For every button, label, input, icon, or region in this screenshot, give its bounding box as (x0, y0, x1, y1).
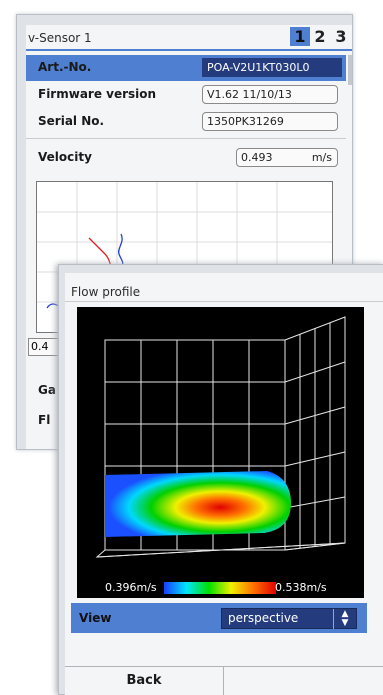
serial-value: 1350PK31269 (202, 112, 338, 131)
firmware-label: Firmware version (38, 87, 157, 101)
velocity-label: Velocity (38, 150, 92, 164)
empty-softkey-button[interactable] (224, 667, 383, 695)
trend-line-blue-low (46, 303, 60, 309)
floor-grid (95, 542, 346, 558)
view-row[interactable]: View perspective ▲ ▼ (71, 603, 367, 633)
flow-profile-title: Flow profile (71, 285, 141, 299)
sensor-window-titlebar: v-Sensor 1 1 2 3 (26, 25, 352, 49)
velocity-heat-surface (105, 471, 291, 537)
divider (26, 138, 346, 139)
view-select[interactable]: perspective ▲ ▼ (221, 608, 357, 629)
art-no-label: Art.-No. (38, 60, 92, 74)
title-separator (26, 49, 352, 51)
colorbar (164, 582, 276, 594)
select-updown-icon[interactable]: ▲ ▼ (333, 609, 356, 629)
flow-profile-3d-plot[interactable]: 0.396m/s 0.538m/s (77, 307, 364, 598)
velocity-unit: m/s (311, 151, 332, 164)
side-wall-grid (284, 316, 346, 551)
back-button[interactable]: Back (65, 667, 224, 695)
firmware-row: Firmware version V1.62 11/10/13 (26, 82, 346, 108)
velocity-value: 0.493 (241, 151, 273, 164)
velocity-row: Velocity 0.493 m/s (26, 145, 346, 171)
serial-label: Serial No. (38, 114, 105, 128)
button-bar: Back (65, 666, 383, 695)
flow-profile-svg (95, 316, 346, 558)
partial-label-fl: Fl (38, 413, 51, 427)
colorbar-min-label: 0.396m/s (105, 581, 157, 594)
firmware-value: V1.62 11/10/13 (202, 85, 338, 104)
colorbar-max-label: 0.538m/s (275, 581, 327, 594)
flow-title-separator (65, 301, 383, 302)
flow-profile-window: Flow profile (58, 264, 383, 695)
art-no-value[interactable]: POA-V2U1KT030L0 (202, 58, 342, 77)
scrollbar[interactable] (348, 55, 352, 85)
tab-1[interactable]: 1 (290, 27, 310, 46)
flow-profile-body: Flow profile (65, 273, 383, 695)
art-no-row[interactable]: Art.-No. POA-V2U1KT030L0 (26, 55, 346, 81)
velocity-field: 0.493 m/s (236, 148, 338, 167)
partial-label-ga: Ga (38, 383, 56, 397)
sensor-window-title: v-Sensor 1 (28, 31, 92, 45)
tab-3[interactable]: 3 (335, 27, 347, 46)
view-label: View (79, 611, 112, 625)
view-select-value: perspective (228, 611, 299, 625)
trend-line-blue (118, 233, 124, 269)
serial-row: Serial No. 1350PK31269 (26, 109, 346, 135)
tab-2[interactable]: 2 (314, 27, 326, 46)
